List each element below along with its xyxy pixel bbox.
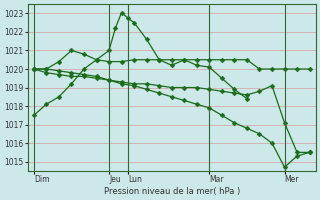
X-axis label: Pression niveau de la mer( hPa ): Pression niveau de la mer( hPa ) [104, 187, 240, 196]
